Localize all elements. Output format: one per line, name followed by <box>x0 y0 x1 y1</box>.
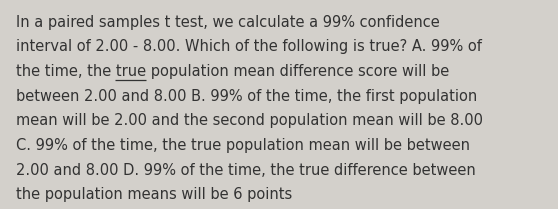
Text: between 2.00 and 8.00 B. 99% of the time, the first population: between 2.00 and 8.00 B. 99% of the time… <box>16 89 477 104</box>
Text: the time, the true population mean difference score will be: the time, the true population mean diffe… <box>16 64 449 79</box>
Text: interval of 2.00 - 8.00. Which of the following is true? A. 99% of: interval of 2.00 - 8.00. Which of the fo… <box>16 39 482 54</box>
Text: mean will be 2.00 and the second population mean will be 8.00: mean will be 2.00 and the second populat… <box>16 113 483 128</box>
Text: 2.00 and 8.00 D. 99% of the time, the true difference between: 2.00 and 8.00 D. 99% of the time, the tr… <box>16 163 475 178</box>
Text: the population means will be 6 points: the population means will be 6 points <box>16 187 292 202</box>
Text: C. 99% of the time, the true population mean will be between: C. 99% of the time, the true population … <box>16 138 470 153</box>
Text: In a paired samples t test, we calculate a 99% confidence: In a paired samples t test, we calculate… <box>16 15 439 30</box>
